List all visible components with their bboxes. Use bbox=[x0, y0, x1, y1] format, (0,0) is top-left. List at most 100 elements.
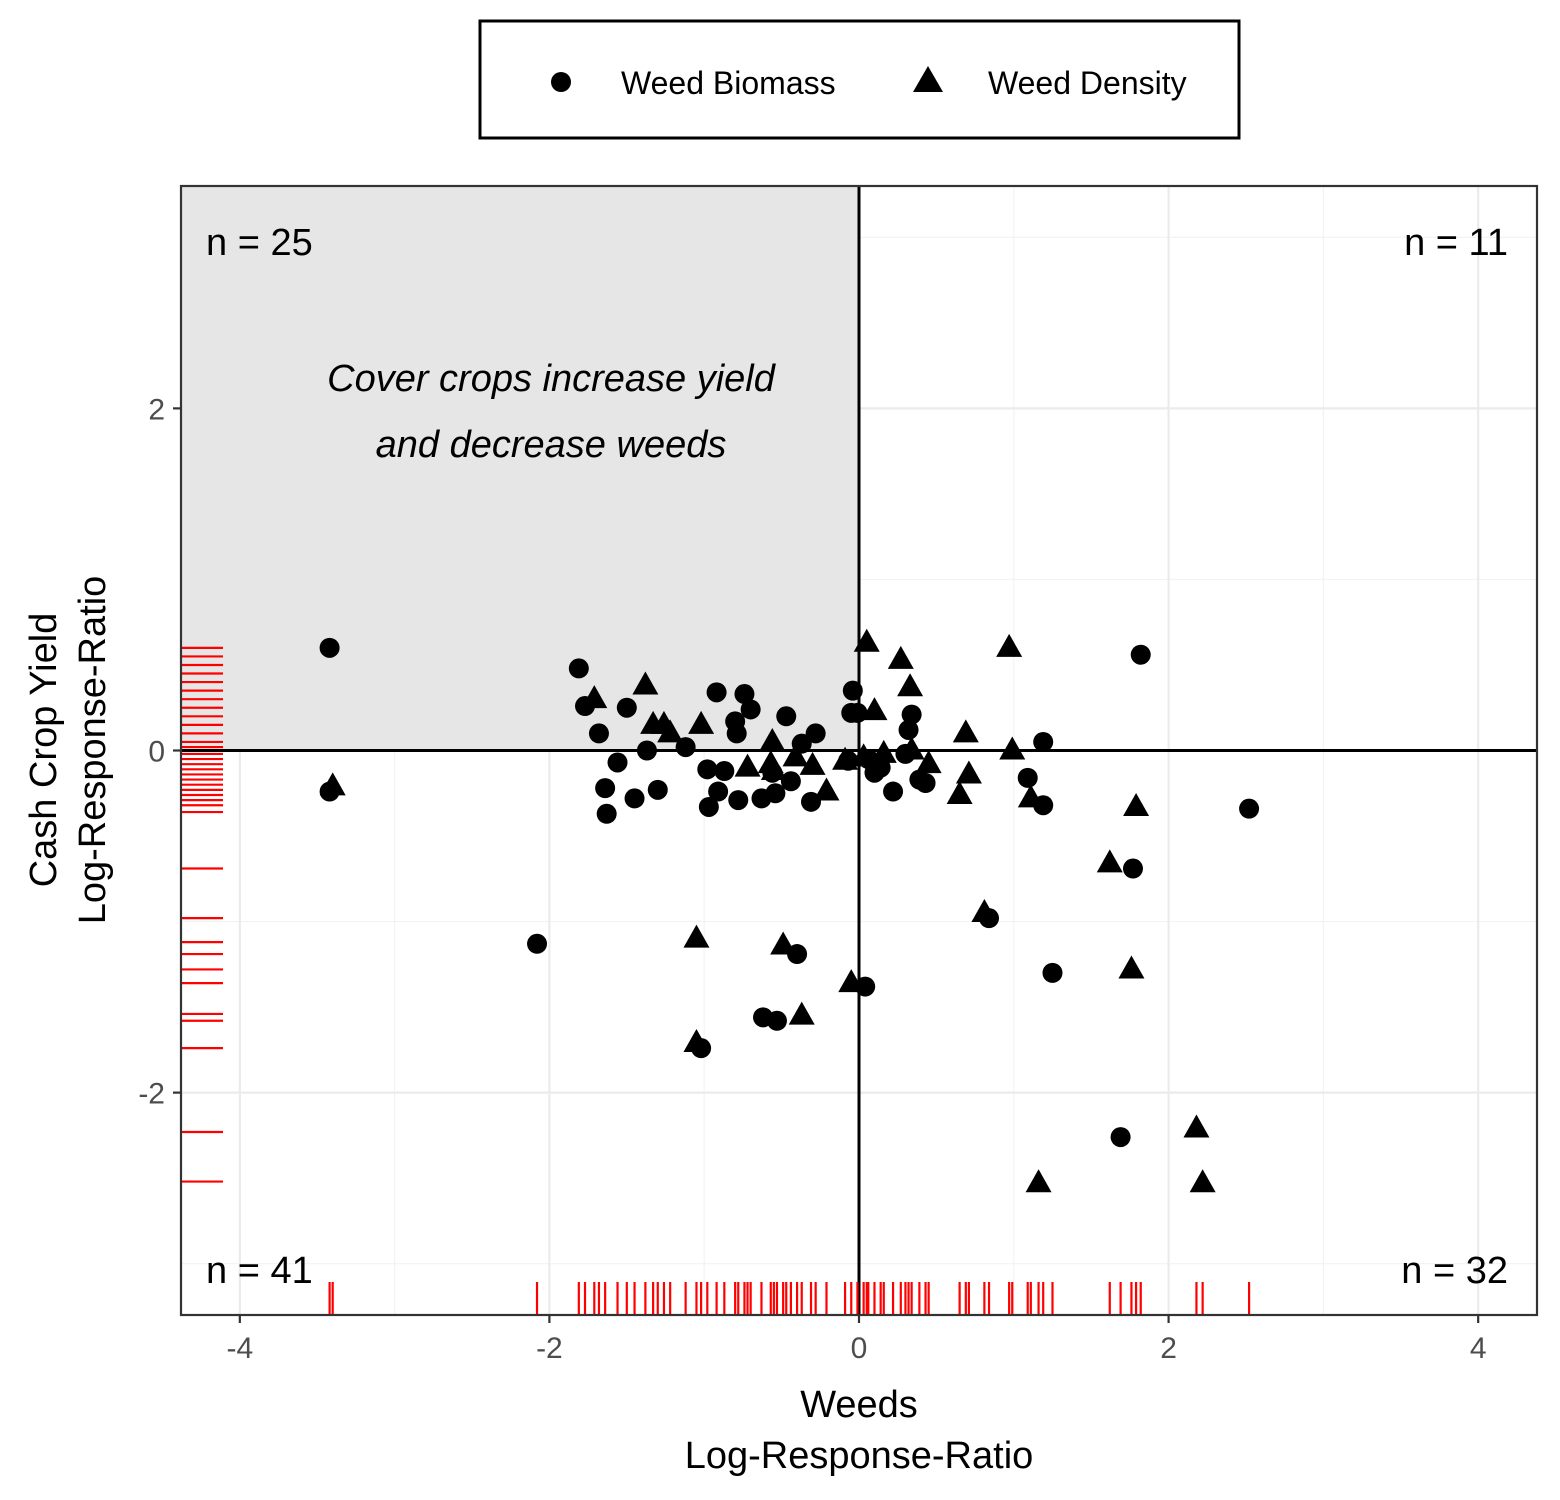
point-weed-density bbox=[870, 739, 897, 763]
point-weed-biomass bbox=[706, 682, 727, 703]
point-weed-density bbox=[999, 736, 1026, 760]
y-axis: -2 0 2 bbox=[138, 393, 181, 1111]
point-weed-biomass bbox=[647, 779, 668, 800]
point-weed-biomass bbox=[1122, 858, 1143, 879]
point-weed-density bbox=[788, 1001, 815, 1025]
point-weed-biomass bbox=[636, 740, 657, 761]
point-weed-biomass bbox=[319, 637, 340, 658]
point-weed-biomass bbox=[1110, 1127, 1131, 1148]
point-weed-density bbox=[838, 969, 865, 993]
point-weed-density bbox=[996, 633, 1023, 657]
point-weed-biomass bbox=[805, 723, 826, 744]
point-weed-biomass bbox=[1130, 644, 1151, 665]
legend-marker-weed-density bbox=[913, 66, 943, 92]
count-top-left: n = 25 bbox=[206, 222, 313, 264]
count-bottom-right: n = 32 bbox=[1401, 1250, 1508, 1292]
point-weed-biomass bbox=[588, 723, 609, 744]
point-weed-density bbox=[770, 931, 797, 955]
point-weed-density bbox=[759, 727, 786, 751]
x-axis-title-line-1: Weeds bbox=[800, 1384, 918, 1426]
annotation-line-2: and decrease weeds bbox=[376, 424, 727, 466]
point-weed-biomass bbox=[697, 759, 718, 780]
point-weed-density bbox=[861, 697, 888, 721]
point-weed-density bbox=[683, 924, 710, 948]
point-weed-density bbox=[581, 685, 608, 709]
y-axis-title-line-2: Log-Response-Ratio bbox=[72, 576, 114, 925]
point-weed-density bbox=[971, 899, 998, 923]
point-weed-density bbox=[946, 780, 973, 804]
legend-label-weed-biomass: Weed Biomass bbox=[621, 65, 836, 101]
x-axis: -4 -2 0 2 4 bbox=[226, 1315, 1487, 1365]
point-weed-biomass bbox=[728, 790, 749, 811]
point-weed-density bbox=[760, 757, 787, 781]
y-tick-label: -2 bbox=[138, 1078, 165, 1111]
point-weed-biomass bbox=[726, 723, 747, 744]
point-weed-density bbox=[813, 777, 840, 801]
point-weed-biomass bbox=[901, 704, 922, 725]
point-weed-density bbox=[850, 743, 877, 767]
plot-panel: n = 25 n = 11 n = 41 n = 32 Cover crops … bbox=[179, 184, 1539, 1317]
y-axis-title-line-1: Cash Crop Yield bbox=[23, 613, 65, 888]
point-weed-biomass bbox=[1017, 767, 1038, 788]
point-weed-biomass bbox=[714, 761, 735, 782]
point-weed-density bbox=[1183, 1114, 1210, 1138]
x-tick-label: -4 bbox=[226, 1332, 253, 1365]
y-tick-label: 2 bbox=[148, 393, 165, 426]
point-weed-biomass bbox=[734, 684, 755, 705]
x-tick-label: 4 bbox=[1470, 1332, 1487, 1365]
point-weed-biomass bbox=[624, 788, 645, 809]
point-weed-density bbox=[898, 736, 925, 760]
point-weed-biomass bbox=[568, 658, 589, 679]
point-weed-biomass bbox=[740, 699, 761, 720]
point-weed-density bbox=[688, 710, 715, 734]
point-weed-biomass bbox=[915, 773, 936, 794]
x-tick-label: 0 bbox=[851, 1332, 868, 1365]
point-weed-density bbox=[632, 671, 659, 695]
count-top-right: n = 11 bbox=[1404, 222, 1508, 264]
point-weed-biomass bbox=[1239, 798, 1260, 819]
x-rug bbox=[328, 1282, 1251, 1315]
point-weed-density bbox=[1189, 1169, 1216, 1193]
legend-box bbox=[478, 19, 1241, 140]
point-weed-biomass bbox=[780, 771, 801, 792]
point-weed-density bbox=[1123, 792, 1150, 816]
point-weed-density bbox=[782, 743, 809, 767]
point-weed-density bbox=[1096, 849, 1123, 873]
legend-label-weed-density: Weed Density bbox=[988, 65, 1187, 101]
point-weed-biomass bbox=[776, 706, 797, 727]
point-weed-biomass bbox=[596, 803, 617, 824]
point-weed-biomass bbox=[698, 796, 719, 817]
annotation-line-1: Cover crops increase yield bbox=[327, 358, 777, 400]
point-weed-density bbox=[955, 760, 982, 784]
point-weed-density bbox=[952, 719, 979, 743]
point-weed-density bbox=[1118, 955, 1145, 979]
highlight-region bbox=[181, 186, 859, 751]
data-points bbox=[319, 628, 1260, 1193]
point-weed-biomass bbox=[708, 781, 729, 802]
point-weed-biomass bbox=[842, 680, 863, 701]
point-weed-density bbox=[853, 628, 880, 652]
legend: Weed Biomass Weed Density bbox=[478, 19, 1241, 140]
point-weed-density bbox=[832, 746, 859, 770]
point-weed-density bbox=[887, 645, 914, 669]
legend-marker-weed-biomass bbox=[551, 72, 571, 92]
point-weed-density bbox=[799, 751, 826, 775]
x-tick-label: 2 bbox=[1160, 1332, 1177, 1365]
x-axis-title-line-2: Log-Response-Ratio bbox=[685, 1435, 1034, 1477]
point-weed-biomass bbox=[527, 933, 548, 954]
point-weed-biomass bbox=[595, 778, 616, 799]
point-weed-density bbox=[915, 750, 942, 774]
x-tick-label: -2 bbox=[536, 1332, 563, 1365]
point-weed-biomass bbox=[847, 702, 868, 723]
point-weed-density bbox=[1017, 784, 1044, 808]
point-weed-biomass bbox=[883, 781, 904, 802]
point-weed-density bbox=[319, 772, 346, 796]
point-weed-density bbox=[1025, 1169, 1052, 1193]
point-weed-biomass bbox=[765, 783, 786, 804]
point-weed-density bbox=[734, 753, 761, 777]
point-weed-biomass bbox=[898, 719, 919, 740]
point-weed-biomass bbox=[753, 1007, 774, 1028]
point-weed-density bbox=[897, 673, 924, 697]
count-bottom-left: n = 41 bbox=[206, 1250, 313, 1292]
